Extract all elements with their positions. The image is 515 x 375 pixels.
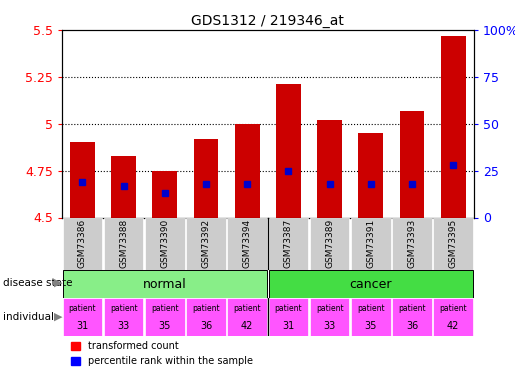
- Bar: [186, 217, 226, 270]
- Bar: [70, 142, 95, 218]
- Bar: [228, 217, 267, 270]
- Bar: [194, 139, 218, 218]
- Bar: [63, 217, 102, 270]
- Text: GSM73388: GSM73388: [119, 219, 128, 268]
- Bar: [310, 298, 349, 336]
- Text: GSM73395: GSM73395: [449, 219, 458, 268]
- Text: disease state: disease state: [3, 278, 72, 288]
- Text: patient: patient: [192, 304, 220, 313]
- Text: patient: patient: [357, 304, 385, 313]
- Text: 42: 42: [447, 321, 459, 331]
- Bar: [317, 120, 342, 218]
- Text: patient: patient: [110, 304, 138, 313]
- Bar: [400, 111, 424, 218]
- Bar: [111, 156, 136, 218]
- Text: 36: 36: [406, 321, 418, 331]
- Text: patient: patient: [398, 304, 426, 313]
- Text: ▶: ▶: [54, 278, 63, 288]
- Text: 31: 31: [282, 321, 295, 331]
- Text: patient: patient: [151, 304, 179, 313]
- Text: individual: individual: [3, 312, 54, 322]
- Text: 35: 35: [365, 321, 377, 331]
- Bar: [392, 298, 432, 336]
- Bar: [351, 217, 390, 270]
- Bar: [434, 298, 473, 336]
- Text: normal: normal: [143, 278, 186, 291]
- Bar: [63, 298, 102, 336]
- Bar: [310, 217, 349, 270]
- Bar: [228, 298, 267, 336]
- Title: GDS1312 / 219346_at: GDS1312 / 219346_at: [192, 13, 344, 28]
- Bar: [441, 36, 466, 218]
- Text: 33: 33: [323, 321, 336, 331]
- Text: 33: 33: [117, 321, 130, 331]
- Bar: [145, 298, 184, 336]
- Text: GSM73391: GSM73391: [366, 219, 375, 268]
- Text: patient: patient: [274, 304, 302, 313]
- Bar: [235, 124, 260, 218]
- Bar: [358, 133, 383, 218]
- Legend: transformed count, percentile rank within the sample: transformed count, percentile rank withi…: [66, 338, 257, 370]
- Bar: [276, 84, 301, 218]
- Text: patient: patient: [68, 304, 96, 313]
- Bar: [145, 217, 184, 270]
- Text: GSM73386: GSM73386: [78, 219, 87, 268]
- Bar: [104, 298, 143, 336]
- Bar: [269, 298, 308, 336]
- Text: GSM73389: GSM73389: [325, 219, 334, 268]
- Text: GSM73393: GSM73393: [407, 219, 417, 268]
- Text: patient: patient: [439, 304, 467, 313]
- Bar: [186, 298, 226, 336]
- Text: cancer: cancer: [350, 278, 392, 291]
- Text: ▶: ▶: [54, 312, 63, 322]
- Bar: [434, 217, 473, 270]
- Bar: [269, 217, 308, 270]
- Text: 31: 31: [76, 321, 89, 331]
- Bar: [63, 270, 267, 298]
- Text: 36: 36: [200, 321, 212, 331]
- Text: GSM73387: GSM73387: [284, 219, 293, 268]
- Bar: [152, 171, 177, 217]
- Bar: [269, 270, 473, 298]
- Text: 42: 42: [241, 321, 253, 331]
- Text: GSM73394: GSM73394: [243, 219, 252, 268]
- Text: GSM73390: GSM73390: [160, 219, 169, 268]
- Bar: [351, 298, 390, 336]
- Text: patient: patient: [316, 304, 344, 313]
- Text: patient: patient: [233, 304, 261, 313]
- Bar: [392, 217, 432, 270]
- Text: GSM73392: GSM73392: [201, 219, 211, 268]
- Text: 35: 35: [159, 321, 171, 331]
- Bar: [104, 217, 143, 270]
